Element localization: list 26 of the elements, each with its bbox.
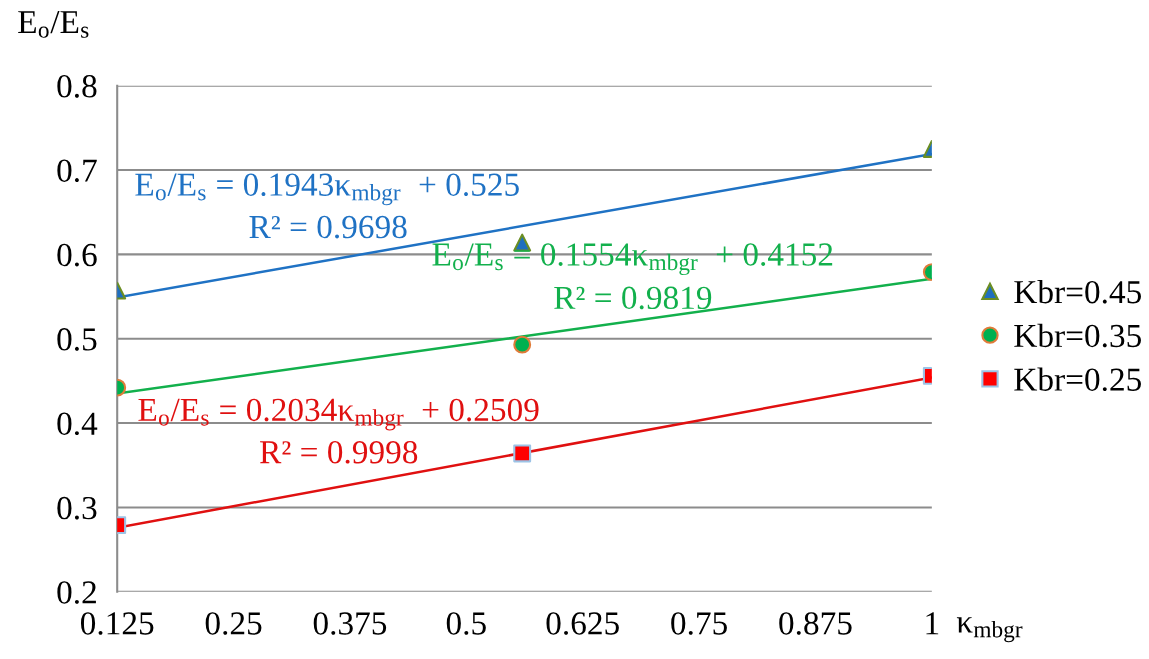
x-tick-label: 1: [926, 612, 939, 635]
x-tick-label: 0.375: [313, 612, 387, 635]
y-tick-label: 0.8: [57, 75, 97, 98]
x-tick-label: 0.25: [205, 612, 262, 635]
x-tick-label: 0.75: [671, 612, 727, 635]
x-tick-label: 0.125: [80, 612, 154, 635]
legend-label: Kbr=0.25: [1014, 367, 1141, 392]
annotation: E$_{o}$/E$_{s}$ = 0.2034κ$_{mbgr}$ + 0.2509: [138, 398, 539, 431]
annotation: R² = 0.9819: [554, 286, 712, 310]
y-tick-label: 0.4: [57, 412, 98, 436]
annotation: E$_{o}$/E$_{s}$ = 0.1554κ$_{mbgr}$ + 0.4152: [432, 243, 833, 276]
y-axis-title: E$_{o}$/E$_{s}$: [18, 11, 89, 38]
legend-label: Kbr=0.35: [1014, 323, 1141, 348]
y-tick-label: 0.3: [57, 496, 97, 520]
x-tick-label: 0.625: [546, 612, 619, 635]
annotation: R² = 0.9998: [260, 440, 418, 464]
y-tick-label: 0.5: [57, 328, 97, 351]
annotation: R² = 0.9698: [249, 215, 407, 239]
x-axis-title: κ$_{mbgr}$: [956, 617, 1023, 643]
x-tick-label: 0.5: [446, 612, 486, 635]
x-tick-label: 0.875: [779, 612, 852, 635]
y-tick-label: 0.7: [57, 159, 97, 183]
legend-label: Kbr=0.45: [1014, 279, 1141, 304]
y-tick-label: 0.6: [57, 243, 97, 267]
y-tick-label: 0.2: [57, 581, 96, 604]
annotation: E$_{o}$/E$_{s}$ = 0.1943κ$_{mbgr}$ + 0.525: [135, 173, 519, 206]
